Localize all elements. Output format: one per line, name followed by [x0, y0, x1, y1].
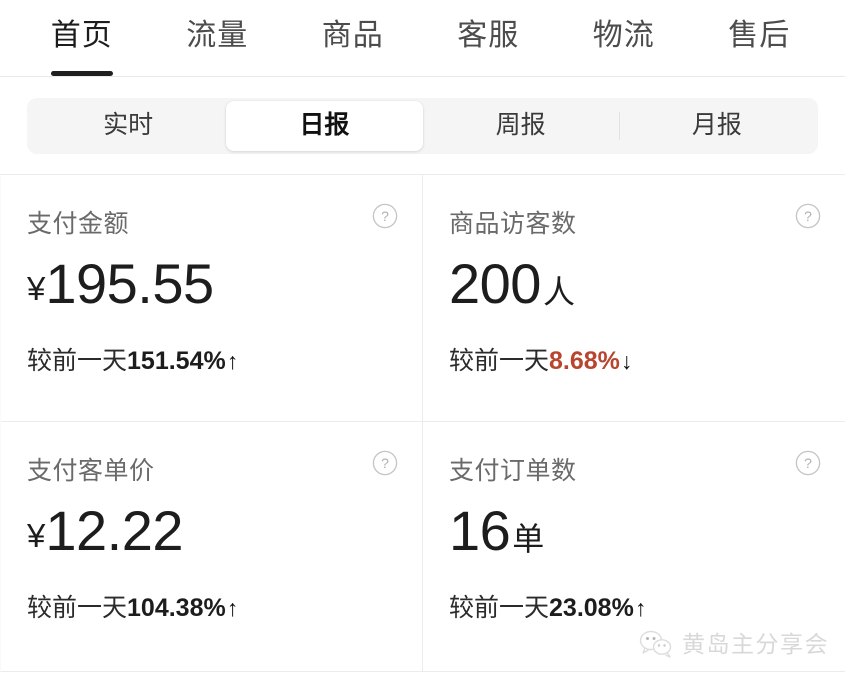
trend-up-arrow-icon: ↑: [634, 594, 647, 621]
comparison-label: 较前一天: [449, 593, 550, 622]
nav-tab-0[interactable]: 首页: [14, 0, 150, 77]
trend-up-arrow-icon: ↑: [226, 347, 239, 374]
period-segmented-control[interactable]: 实时 日报 周报 月报: [27, 97, 818, 154]
kpi-card-label: 支付客单价: [27, 457, 155, 485]
comparison-percent: 23.08%: [549, 593, 634, 622]
question-circle-icon[interactable]: ?: [372, 203, 398, 229]
comparison-label: 较前一天: [449, 346, 550, 375]
kpi-card-value: ¥12.22: [27, 499, 396, 562]
kpi-card-label: 商品访客数: [449, 210, 577, 238]
primary-nav: 首页 流量 商品 客服 物流 售后: [0, 0, 845, 77]
kpi-value-unit: 单: [512, 521, 545, 557]
question-circle-icon[interactable]: ?: [795, 450, 821, 476]
kpi-comparison: 较前一天151.54%↑: [27, 344, 396, 378]
period-tab-2[interactable]: 周报: [423, 101, 619, 151]
kpi-value-number: 16: [449, 499, 511, 562]
period-tab-label: 月报: [691, 111, 742, 139]
period-tab-label: 周报: [495, 111, 546, 139]
kpi-comparison: 较前一天104.38%↑: [27, 591, 396, 625]
nav-tab-label: 物流: [592, 19, 655, 52]
comparison-label: 较前一天: [27, 346, 128, 375]
currency-symbol: ¥: [27, 270, 45, 307]
comparison-label: 较前一天: [27, 593, 128, 622]
comparison-percent: 151.54%: [127, 346, 226, 375]
period-tab-1[interactable]: 日报: [226, 100, 423, 151]
nav-tab-label: 客服: [457, 19, 520, 52]
kpi-card-0: 支付金额 ¥195.55 较前一天151.54%↑?: [1, 175, 423, 422]
period-tabs-container: 实时 日报 周报 月报: [0, 77, 845, 174]
nav-tab-label: 售后: [728, 19, 791, 52]
kpi-card-3: 支付订单数 16 单较前一天23.08%↑?: [423, 422, 845, 671]
question-circle-icon[interactable]: ?: [795, 203, 821, 229]
trend-down-arrow-icon: ↓: [620, 347, 633, 374]
nav-tab-label: 首页: [50, 19, 113, 52]
kpi-card-1: 商品访客数 200 人较前一天8.68%↓?: [423, 175, 845, 422]
period-tab-label: 实时: [103, 111, 154, 139]
nav-tab-3[interactable]: 客服: [421, 0, 557, 77]
svg-text:?: ?: [381, 455, 389, 471]
currency-symbol: ¥: [27, 517, 45, 554]
kpi-card-label: 支付订单数: [449, 457, 577, 485]
kpi-value-unit: 人: [542, 274, 575, 310]
nav-tab-5[interactable]: 售后: [692, 0, 828, 77]
svg-text:?: ?: [381, 208, 389, 224]
kpi-comparison: 较前一天8.68%↓: [449, 344, 819, 378]
question-circle-icon[interactable]: ?: [372, 450, 398, 476]
period-tab-0[interactable]: 实时: [30, 101, 226, 151]
nav-active-underline: [50, 71, 113, 76]
kpi-value-number: 200: [449, 252, 541, 315]
kpi-value-number: 12.22: [45, 499, 183, 562]
kpi-card-value: 16 单: [449, 499, 819, 562]
kpi-card-value: 200 人: [449, 252, 819, 315]
kpi-card-label: 支付金额: [27, 210, 130, 238]
nav-tab-label: 流量: [186, 19, 249, 52]
comparison-percent: 104.38%: [127, 593, 226, 622]
kpi-value-number: 195.55: [45, 252, 214, 315]
svg-text:?: ?: [804, 455, 812, 471]
nav-tab-1[interactable]: 流量: [150, 0, 286, 77]
comparison-percent: 8.68%: [549, 346, 620, 375]
kpi-comparison: 较前一天23.08%↑: [449, 591, 819, 625]
kpi-card-2: 支付客单价 ¥12.22 较前一天104.38%↑?: [1, 422, 423, 671]
svg-text:?: ?: [804, 208, 812, 224]
period-tab-3[interactable]: 月报: [618, 101, 815, 151]
trend-up-arrow-icon: ↑: [226, 594, 239, 621]
nav-tab-label: 商品: [321, 19, 384, 52]
nav-tab-2[interactable]: 商品: [285, 0, 421, 77]
period-tab-label: 日报: [299, 111, 350, 139]
kpi-card-value: ¥195.55: [27, 252, 396, 315]
nav-tab-4[interactable]: 物流: [556, 0, 692, 77]
kpi-card-grid: 支付金额 ¥195.55 较前一天151.54%↑? 商品访客数 200 人较前一天8.6…: [0, 174, 845, 672]
